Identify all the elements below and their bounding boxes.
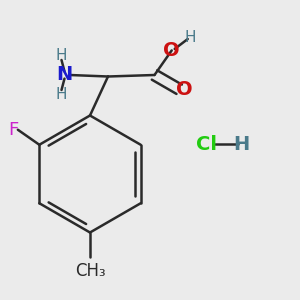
Text: N: N [56, 65, 73, 85]
Text: Cl: Cl [196, 134, 218, 154]
Text: H: H [56, 87, 67, 102]
Text: H: H [184, 30, 196, 45]
Text: O: O [176, 80, 193, 99]
Text: O: O [164, 41, 180, 60]
Text: H: H [233, 134, 250, 154]
Text: CH₃: CH₃ [75, 262, 105, 280]
Text: F: F [8, 121, 19, 139]
Text: H: H [56, 48, 67, 63]
